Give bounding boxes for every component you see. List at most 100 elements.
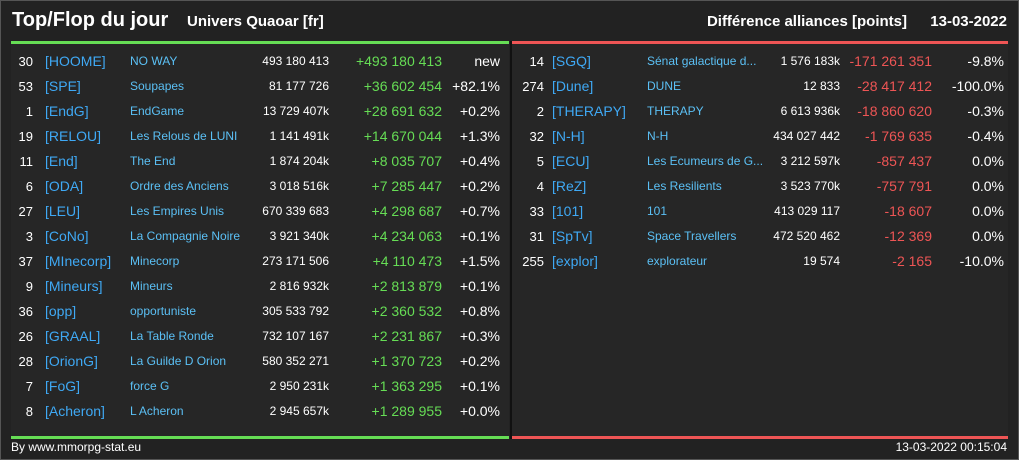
top-row: 53 [SPE] Soupapes 81 177 726 +36 602 454 +82.… (11, 74, 509, 99)
page-title: Top/Flop du jour (12, 9, 169, 31)
alliance-tag-link[interactable]: [THERAPY] (552, 103, 626, 119)
alliance-name-link[interactable]: Les Relous de LUNI (130, 129, 238, 143)
alliance-tag-link[interactable]: [FoG] (45, 378, 81, 394)
alliance-tag-link[interactable]: [ECU] (552, 153, 590, 169)
alliance-name-link[interactable]: Sénat galactique d... (647, 54, 757, 68)
top-row: 8 [Acheron] L Acheron 2 945 657k +1 289 955 +… (11, 399, 509, 424)
pct-cell: 0.0% (972, 228, 1004, 244)
rank-cell: 33 (529, 204, 544, 219)
alliance-name-link[interactable]: La Guilde D Orion (130, 354, 227, 368)
alliance-tag-link[interactable]: [CoNo] (45, 228, 89, 244)
top-gainers-panel: 30 [HOOME] NO WAY 493 180 413 +493 180 413 ne… (11, 41, 509, 439)
rank-cell: 4 (536, 179, 544, 194)
top-row: 30 [HOOME] NO WAY 493 180 413 +493 180 413 ne… (11, 49, 509, 74)
rank-cell: 11 (19, 154, 34, 169)
alliance-tag-link[interactable]: [LEU] (45, 203, 81, 219)
flop-row: 32 [N-H] N-H 434 027 442 -1 769 635 -0.4% (512, 124, 1008, 149)
rank-cell: 32 (529, 129, 544, 144)
diff-cell: +2 360 532 (371, 303, 442, 319)
alliance-name-link[interactable]: Minecorp (130, 254, 180, 268)
pct-cell: -0.3% (967, 103, 1004, 119)
top-row: 6 [ODA] Ordre des Anciens 3 018 516k +7 285 … (11, 174, 509, 199)
alliance-name-link[interactable]: Mineurs (130, 279, 173, 293)
alliance-tag-link[interactable]: [Dune] (552, 78, 594, 94)
pct-cell: +0.8% (459, 303, 500, 319)
alliance-name-link[interactable]: N-H (647, 129, 669, 143)
pct-cell: -0.4% (967, 128, 1004, 144)
alliance-tag-link[interactable]: [SGQ] (552, 53, 591, 69)
rank-cell: 19 (18, 129, 33, 144)
rank-cell: 27 (18, 204, 33, 219)
alliance-name-link[interactable]: force G (130, 379, 170, 393)
alliance-tag-link[interactable]: [ODA] (45, 178, 84, 194)
alliance-tag-link[interactable]: [Mineurs] (45, 278, 103, 294)
alliance-tag-link[interactable]: [N-H] (552, 128, 585, 144)
alliance-name-link[interactable]: NO WAY (130, 54, 178, 68)
alliance-name-link[interactable]: Ordre des Anciens (130, 179, 229, 193)
diff-cell: +14 670 044 (363, 128, 442, 144)
alliance-name-link[interactable]: La Compagnie Noire (130, 229, 241, 243)
alliance-tag-link[interactable]: [GRAAL] (45, 328, 101, 344)
alliance-tag-link[interactable]: [Acheron] (45, 403, 105, 419)
diff-cell: +1 363 295 (371, 378, 442, 394)
alliance-name-link[interactable]: explorateur (647, 254, 708, 268)
top-losers-panel: 14 [SGQ] Sénat galactique d... 1 576 183k -1… (512, 41, 1008, 439)
alliance-name-link[interactable]: Les Ecumeurs de G... (647, 154, 764, 168)
alliance-tag-link[interactable]: [HOOME] (45, 53, 106, 69)
score-cell: 2 945 657k (269, 404, 329, 418)
alliance-name-link[interactable]: DUNE (647, 79, 682, 93)
alliance-tag-link[interactable]: [ReZ] (552, 178, 587, 194)
pct-cell: +1.5% (459, 253, 500, 269)
alliance-tag-link[interactable]: [opp] (45, 303, 77, 319)
top-row: 19 [RELOU] Les Relous de LUNI 1 141 491k +14… (11, 124, 509, 149)
alliance-tag-link[interactable]: [RELOU] (45, 128, 102, 144)
alliance-tag-link[interactable]: [SPE] (45, 78, 81, 94)
alliance-name-link[interactable]: Space Travellers (647, 229, 737, 243)
score-cell: 493 180 413 (262, 54, 329, 68)
header-date: 13-03-2022 (930, 13, 1007, 30)
pct-cell: 0.0% (972, 153, 1004, 169)
alliance-tag-link[interactable]: [End] (45, 153, 78, 169)
alliance-name-link[interactable]: Les Empires Unis (130, 204, 225, 218)
score-cell: 2 816 932k (269, 279, 329, 293)
top-row: 7 [FoG] force G 2 950 231k +1 363 295 +0.1% (11, 374, 509, 399)
score-cell: 580 352 271 (262, 354, 329, 368)
pct-cell: +0.1% (459, 228, 500, 244)
alliance-name-link[interactable]: L Acheron (130, 404, 184, 418)
pct-cell: -100.0% (951, 78, 1004, 94)
top-row: 9 [Mineurs] Mineurs 2 816 932k +2 813 879 +0.… (11, 274, 509, 299)
score-cell: 3 212 597k (780, 154, 840, 168)
top-row: 37 [MInecorp] Minecorp 273 171 506 +4 110 47… (11, 249, 509, 274)
alliance-name-link[interactable]: The End (130, 154, 176, 168)
alliance-name-link[interactable]: EndGame (130, 104, 185, 118)
alliance-name-link[interactable]: Les Resilients (647, 179, 722, 193)
alliance-tag-link[interactable]: [EndG] (45, 103, 89, 119)
pct-cell: +0.4% (459, 153, 500, 169)
alliance-name-link[interactable]: opportuniste (130, 304, 197, 318)
pct-cell: +82.1% (452, 78, 500, 94)
alliance-tag-link[interactable]: [MInecorp] (45, 253, 112, 269)
diff-cell: -18 607 (884, 203, 932, 219)
pct-cell: +0.3% (459, 328, 500, 344)
rank-cell: 8 (25, 404, 33, 419)
alliance-tag-link[interactable]: [explor] (552, 253, 598, 269)
alliance-name-link[interactable]: La Table Ronde (130, 329, 214, 343)
rank-cell: 9 (25, 279, 33, 294)
alliance-tag-link[interactable]: [OrionG] (45, 353, 98, 369)
alliance-name-link[interactable]: 101 (647, 204, 668, 218)
alliance-tag-link[interactable]: [SpTv] (552, 228, 593, 244)
pct-cell: +0.1% (459, 378, 500, 394)
alliance-tag-link[interactable]: [101] (552, 203, 584, 219)
flop-row: 14 [SGQ] Sénat galactique d... 1 576 183k -1… (512, 49, 1008, 74)
top-row: 28 [OrionG] La Guilde D Orion 580 352 271 +1… (11, 349, 509, 374)
score-cell: 434 027 442 (773, 129, 840, 143)
flop-row: 274 [Dune] DUNE 12 833 -28 417 412 -100.0% (512, 74, 1008, 99)
pct-cell: -10.0% (959, 253, 1004, 269)
pct-cell: +0.2% (459, 353, 500, 369)
alliance-name-link[interactable]: Soupapes (130, 79, 185, 93)
header: Top/Flop du jour Univers Quaoar [fr] Dif… (1, 1, 1018, 39)
alliance-name-link[interactable]: THERAPY (647, 104, 704, 118)
flop-row: 31 [SpTv] Space Travellers 472 520 462 -12 3… (512, 224, 1008, 249)
diff-cell: +7 285 447 (371, 178, 442, 194)
